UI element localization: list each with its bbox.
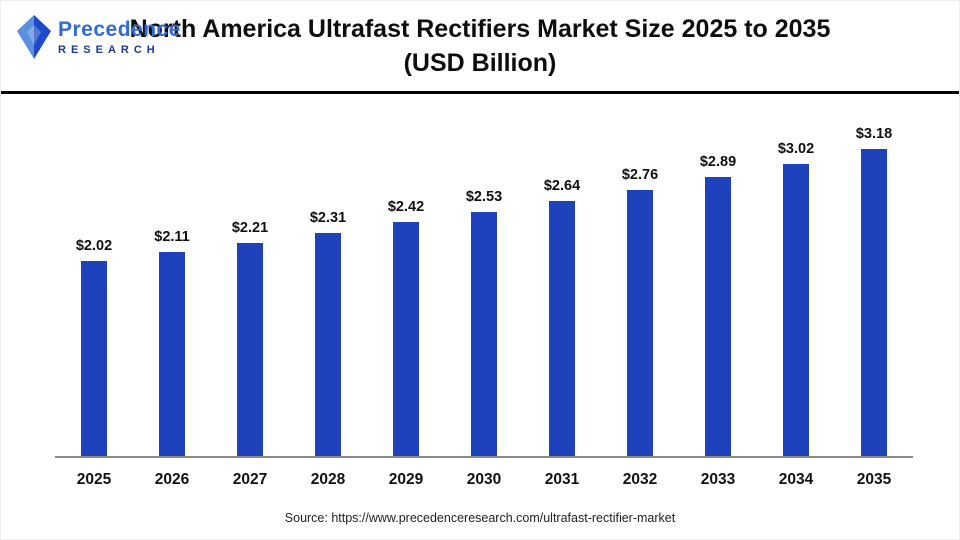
bar (549, 200, 575, 456)
x-axis-label: 2034 (778, 470, 814, 488)
x-axis-label: 2027 (232, 470, 268, 488)
bar-value-label: $2.89 (699, 153, 737, 170)
bar (159, 251, 185, 456)
bar (81, 260, 107, 456)
bar-group: $2.53 (445, 189, 523, 456)
x-axis-label: 2026 (154, 470, 190, 488)
x-axis-label: 2032 (622, 470, 658, 488)
bar-group: $2.64 (523, 178, 601, 456)
x-axis-label: 2030 (466, 470, 502, 488)
bar-group: $2.89 (679, 154, 757, 456)
bar (471, 211, 497, 456)
bar-value-label: $3.18 (855, 125, 893, 142)
bar-value-label: $2.53 (465, 188, 503, 205)
bar (315, 232, 341, 456)
bar-group: $2.31 (289, 210, 367, 456)
x-axis-label: 2029 (388, 470, 424, 488)
bar-group: $2.11 (133, 229, 211, 456)
logo-text: Precedence RESEARCH (58, 18, 181, 56)
bar-group: $3.18 (835, 126, 913, 456)
bar-value-label: $2.11 (154, 228, 190, 245)
precedence-logo: Precedence RESEARCH (17, 15, 181, 59)
bar (393, 221, 419, 456)
bar-group: $2.21 (211, 220, 289, 456)
source-text: Source: https://www.precedenceresearch.c… (284, 511, 676, 525)
x-axis-labels: 2025 2026 2027 2028 2029 2030 2031 2032 2033 2034… (55, 471, 913, 489)
header: Precedence RESEARCH North America Ultraf… (1, 1, 959, 94)
bar-group: $3.02 (757, 141, 835, 456)
logo-name: Precedence (58, 17, 181, 41)
bar-value-label: $2.02 (75, 237, 113, 254)
x-axis-label: 2028 (310, 470, 346, 488)
bar-value-label: $2.64 (543, 177, 581, 194)
bar (237, 242, 263, 456)
x-axis-label: 2031 (544, 470, 580, 488)
bar (705, 176, 731, 456)
chart-title-line2: (USD Billion) (403, 48, 557, 77)
x-axis-label: 2035 (856, 470, 892, 488)
x-axis-label: 2033 (700, 470, 736, 488)
x-axis-label: 2025 (76, 470, 112, 488)
bar-value-label: $2.31 (309, 209, 347, 226)
bar-value-label: $3.02 (777, 140, 815, 157)
chart-title: North America Ultrafast Rectifiers Marke… (11, 11, 949, 81)
bar (861, 148, 887, 456)
bars-row: $2.02 $2.11 $2.21 $2.31 $2.42 $2.53 $2.64 $2.76… (55, 110, 913, 458)
bar-value-label: $2.76 (621, 166, 659, 183)
bar-value-label: $2.42 (387, 198, 425, 215)
bar-group: $2.76 (601, 167, 679, 456)
bar (783, 163, 809, 456)
precedence-logo-icon (17, 15, 51, 59)
chart-title-line1: North America Ultrafast Rectifiers Marke… (129, 15, 831, 43)
bar-value-label: $2.21 (231, 219, 269, 236)
bar (627, 189, 653, 456)
bar-group: $2.02 (55, 238, 133, 456)
logo-subtitle: RESEARCH (58, 44, 160, 56)
bar-chart: $2.02 $2.11 $2.21 $2.31 $2.42 $2.53 $2.64 $2.76… (1, 94, 959, 496)
bar-group: $2.42 (367, 199, 445, 456)
